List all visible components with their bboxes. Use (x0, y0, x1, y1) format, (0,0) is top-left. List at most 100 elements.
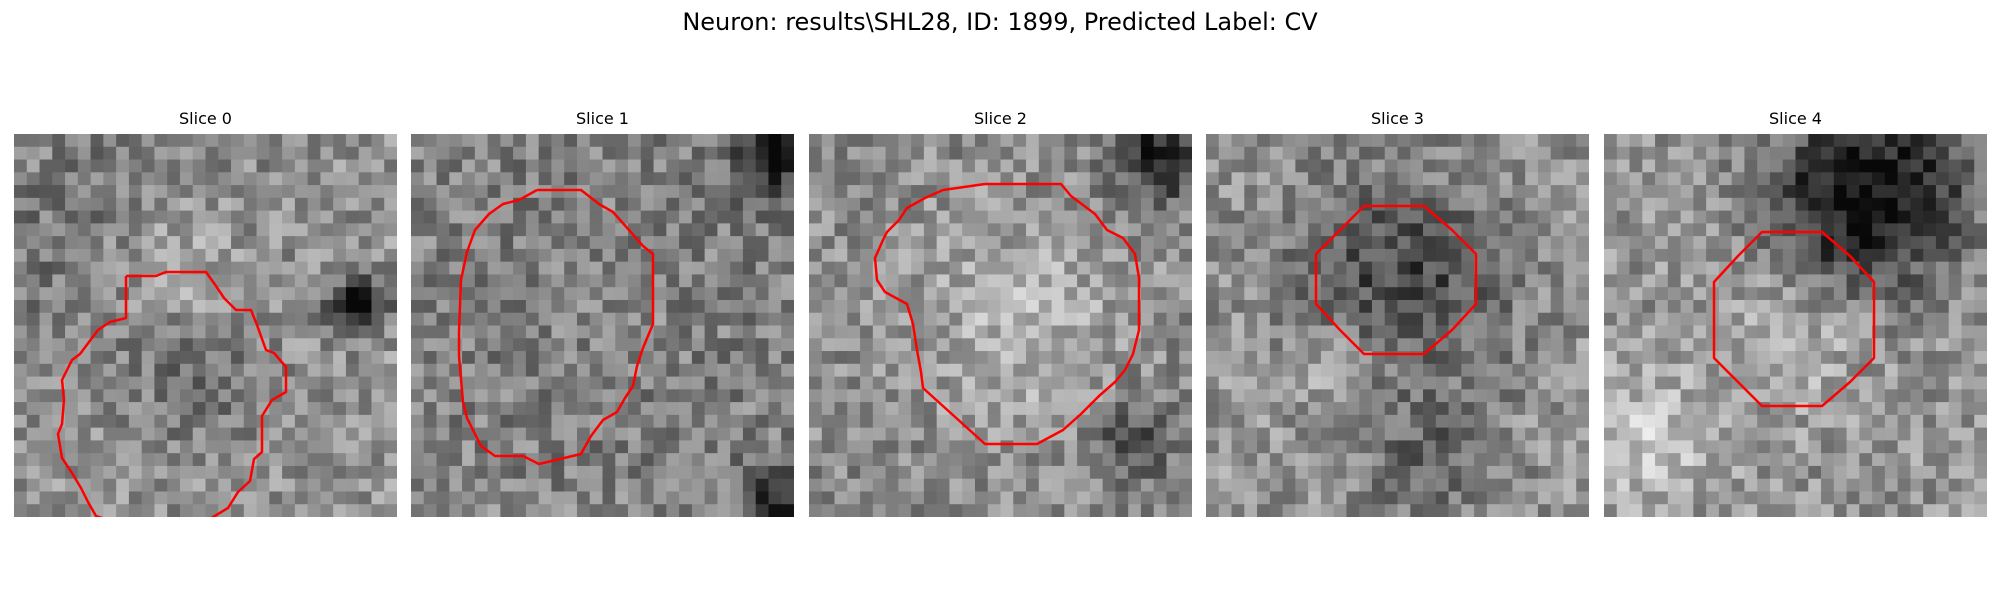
slice-3-pixel (1308, 338, 1322, 352)
slice-4-pixel (1910, 440, 1924, 454)
slice-4-pixel (1795, 134, 1809, 148)
slice-1-pixel (487, 185, 501, 199)
slice-0-pixel (307, 210, 321, 224)
slice-0-pixel (256, 389, 270, 403)
slice-0-pixel (205, 414, 219, 429)
slice-0-pixel (333, 491, 347, 505)
slice-2-pixel (898, 491, 912, 505)
slice-1-pixel (628, 504, 642, 517)
slice-0-pixel (192, 185, 206, 199)
slice-3-pixel (1410, 172, 1424, 186)
slice-2-pixel (911, 299, 925, 314)
slice-3-pixel (1486, 146, 1501, 160)
slice-2-pixel (1064, 376, 1078, 390)
slice-2-pixel (1013, 478, 1027, 492)
slice-2-pixel (1026, 197, 1040, 211)
slice-2-pixel (1051, 197, 1065, 211)
slice-2-pixel (1038, 274, 1052, 288)
slice-1-pixel (640, 376, 654, 390)
slice-2-pixel (923, 134, 938, 148)
slice-3-pixel (1435, 197, 1449, 211)
slice-3-pixel (1269, 146, 1283, 160)
slice-0-pixel (116, 351, 130, 365)
slice-1-pixel (717, 299, 731, 314)
slice-3-pixel (1525, 351, 1539, 365)
slice-4-pixel (1859, 185, 1873, 199)
slice-4-pixel (1897, 134, 1911, 148)
slice-1-pixel (423, 402, 437, 416)
slice-2-pixel (821, 491, 835, 505)
slice-4-pixel (1667, 440, 1681, 454)
slice-1-pixel (768, 414, 782, 429)
slice-1-pixel (768, 351, 782, 365)
slice-2-pixel (1128, 402, 1142, 416)
slice-4-pixel (1974, 312, 1987, 326)
slice-1-pixel (679, 287, 693, 301)
slice-4-pixel (1872, 185, 1886, 199)
slice-3-pixel (1576, 261, 1589, 275)
slice-1-pixel (474, 134, 488, 148)
slice-2-pixel (885, 223, 899, 237)
slice-2-pixel (1153, 312, 1167, 326)
slice-0-pixel (167, 414, 181, 429)
slice-1-pixel (666, 172, 680, 186)
slice-4-pixel (1757, 440, 1771, 454)
slice-2-pixel (1166, 248, 1180, 263)
slice-3-pixel (1576, 414, 1589, 429)
slice-0-pixel (65, 478, 79, 492)
slice-3-pixel (1282, 159, 1296, 173)
slice-1-pixel (474, 338, 488, 352)
slice-1-pixel (423, 134, 437, 148)
slice-0-pixel (231, 465, 245, 480)
slice-3-pixel (1461, 223, 1475, 237)
slice-0-pixel (384, 312, 397, 326)
slice-2-pixel (1153, 414, 1167, 429)
slice-0-pixel (231, 134, 245, 148)
slice-3-pixel (1244, 351, 1258, 365)
slice-3-pixel (1525, 389, 1539, 403)
slice-2-pixel (1077, 159, 1091, 173)
slice-2-pixel (1102, 453, 1116, 467)
slice-1-pixel (589, 338, 603, 352)
slice-1-pixel (538, 478, 552, 492)
slice-4-pixel (1757, 363, 1771, 377)
slice-0-pixel (358, 325, 372, 339)
slice-1-pixel (666, 312, 680, 326)
slice-1-pixel (615, 287, 629, 301)
slice-1-pixel (653, 376, 667, 390)
slice-4-pixel (1769, 440, 1784, 454)
slice-0-pixel (269, 491, 283, 505)
slice-2-pixel (911, 465, 925, 480)
slice-3-pixel (1346, 185, 1360, 199)
slice-4-pixel (1961, 274, 1975, 288)
slice-4-pixel (1629, 146, 1643, 160)
slice-3-pixel (1474, 210, 1488, 224)
slice-4-pixel (1616, 338, 1630, 352)
slice-3-pixel (1537, 159, 1552, 173)
slice-2-pixel (847, 261, 861, 275)
slice-3-pixel (1537, 197, 1552, 211)
slice-0-pixel (371, 197, 385, 211)
slice-3-pixel (1576, 376, 1589, 390)
slice-2-pixel (1026, 325, 1040, 339)
slice-0-pixel (39, 414, 53, 429)
slice-3-pixel (1550, 287, 1564, 301)
slice-2-pixel (949, 274, 963, 288)
slice-3-pixel (1218, 261, 1232, 275)
slice-2-pixel (1051, 389, 1065, 403)
slice-3-pixel (1525, 261, 1539, 275)
slice-4-pixel (1757, 465, 1771, 480)
slice-4-pixel (1961, 402, 1975, 416)
slice-0-pixel (26, 223, 40, 237)
slice-1-pixel (742, 312, 757, 326)
slice-2-pixel (1179, 465, 1192, 480)
slice-4-pixel (1667, 159, 1681, 173)
slice-1-pixel (704, 402, 718, 416)
slice-0-pixel (358, 351, 372, 365)
slice-2-pixel (1051, 312, 1065, 326)
slice-0-pixel (358, 389, 372, 403)
slice-3-pixel (1244, 414, 1258, 429)
slice-0-pixel (116, 248, 130, 263)
slice-3-pixel (1359, 363, 1373, 377)
slice-2-pixel (1051, 299, 1065, 314)
